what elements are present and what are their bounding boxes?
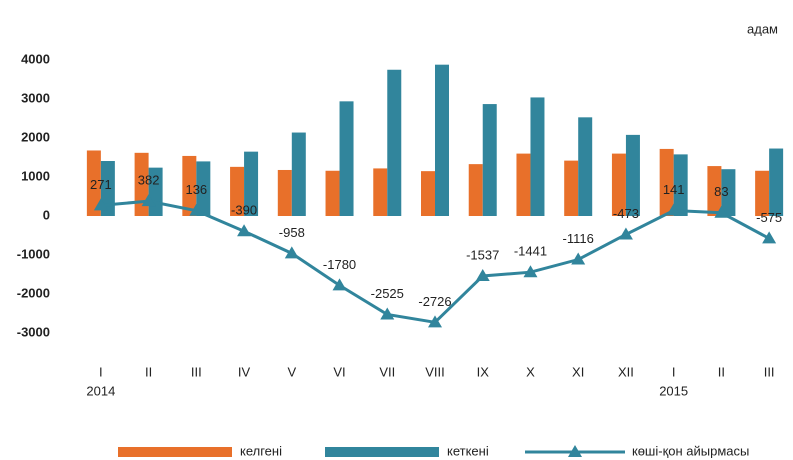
data-label: -1116 <box>563 231 594 246</box>
line-marker <box>571 252 586 265</box>
y-tick-label: 3000 <box>21 90 50 105</box>
x-tick-label: IV <box>238 364 251 379</box>
x-group-label: 2014 <box>86 383 115 398</box>
bar <box>578 117 593 216</box>
line-marker <box>666 203 681 216</box>
bar <box>625 134 640 216</box>
legend-label: келгені <box>240 443 282 458</box>
bar <box>339 101 354 216</box>
x-tick-label: X <box>526 364 535 379</box>
data-label: -473 <box>613 206 639 221</box>
x-tick-label: V <box>287 364 296 379</box>
data-label: 141 <box>663 182 685 197</box>
legend-swatch <box>118 447 232 457</box>
data-label: -390 <box>231 203 257 218</box>
bar <box>100 161 115 216</box>
x-tick-label: IX <box>477 364 490 379</box>
bar <box>435 64 449 217</box>
y-tick-label: -3000 <box>17 324 50 339</box>
bar <box>673 154 688 216</box>
data-label: -575 <box>756 210 782 225</box>
data-label: 136 <box>185 182 207 197</box>
bar <box>769 148 784 216</box>
data-label: -1537 <box>466 247 499 262</box>
bar <box>564 160 579 216</box>
legend-swatch <box>325 447 439 457</box>
data-label: -2726 <box>418 294 451 309</box>
bar <box>277 169 292 216</box>
x-tick-label: XI <box>572 364 584 379</box>
bar <box>230 166 245 216</box>
x-tick-label: I <box>672 364 676 379</box>
data-label: -1780 <box>323 257 356 272</box>
x-tick-label: XII <box>618 364 634 379</box>
data-label: 382 <box>138 173 160 188</box>
line-marker <box>714 205 729 218</box>
legend-label: кеткені <box>447 443 489 458</box>
line-marker <box>93 198 108 211</box>
bar <box>530 97 545 216</box>
data-label: 83 <box>714 184 728 199</box>
bar <box>86 150 101 216</box>
x-tick-label: I <box>99 364 103 379</box>
bar <box>325 170 340 216</box>
data-label: -958 <box>279 225 305 240</box>
bar <box>291 132 306 216</box>
x-tick-label: VIII <box>425 364 445 379</box>
x-tick-label: II <box>718 364 725 379</box>
bar <box>611 153 626 216</box>
y-tick-label: -2000 <box>17 285 50 300</box>
y-tick-label: 1000 <box>21 168 50 183</box>
unit-label: адам <box>747 21 778 36</box>
y-tick-label: -1000 <box>17 246 50 261</box>
legend-label: көші-қон айырмасы <box>632 443 749 458</box>
bar <box>182 155 197 216</box>
bar <box>707 166 722 216</box>
line-marker <box>428 315 442 328</box>
bar <box>482 104 497 216</box>
line-marker <box>332 278 347 291</box>
bar <box>373 168 388 216</box>
bar <box>659 148 674 216</box>
y-tick-label: 4000 <box>21 51 50 66</box>
y-tick-label: 2000 <box>21 129 50 144</box>
bar <box>516 153 531 216</box>
line-marker <box>284 246 299 259</box>
y-tick-label: 0 <box>43 207 50 222</box>
x-tick-label: VI <box>333 364 345 379</box>
legend-marker <box>568 445 582 457</box>
line-marker <box>141 194 156 207</box>
bar <box>244 151 259 216</box>
line-marker <box>237 224 252 237</box>
line-marker <box>618 227 633 240</box>
bar <box>468 164 483 216</box>
x-tick-label: III <box>191 364 202 379</box>
data-label: -1441 <box>514 244 547 259</box>
x-tick-label: VII <box>379 364 395 379</box>
bar <box>387 69 402 216</box>
bar <box>421 171 435 216</box>
bar <box>721 169 736 216</box>
line-marker <box>523 265 538 278</box>
line-marker <box>380 307 395 320</box>
data-label: -2525 <box>371 286 404 301</box>
x-tick-label: III <box>764 364 775 379</box>
line-marker <box>189 203 204 216</box>
line-marker <box>762 231 777 244</box>
bar <box>196 161 211 216</box>
x-group-label: 2015 <box>659 383 688 398</box>
bar <box>755 170 770 216</box>
data-label: 271 <box>90 177 112 192</box>
line-marker <box>475 268 490 281</box>
x-tick-label: II <box>145 364 152 379</box>
